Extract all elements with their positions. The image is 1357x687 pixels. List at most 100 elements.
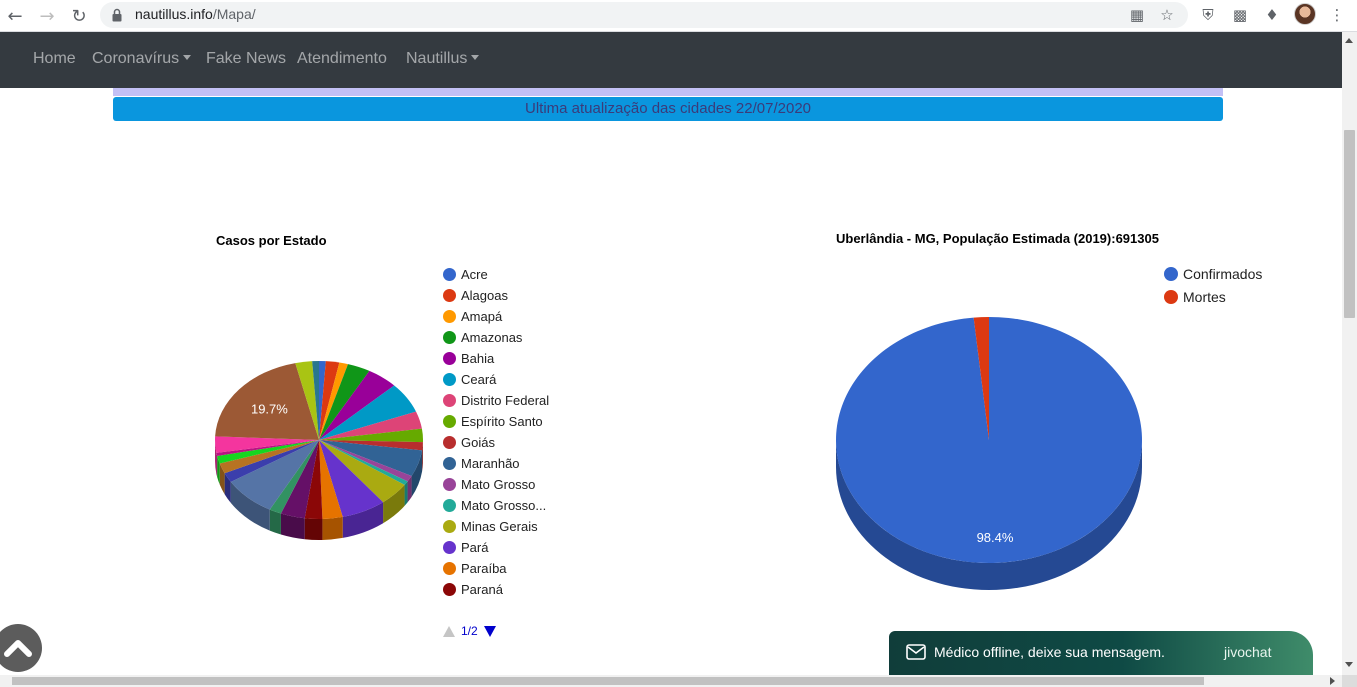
states-slice-goias[interactable] [319,440,423,451]
states-slice-acre[interactable] [319,361,326,440]
scroll-right-icon[interactable] [1330,677,1335,685]
states-slice-alagoas[interactable] [319,361,340,440]
caret-down-icon [183,55,192,60]
legend-item-amapa[interactable]: Amapá [443,307,502,325]
legend-item-mato-grosso[interactable]: Mato Grosso [443,475,535,493]
states-side-maranhao [411,450,423,498]
states-slice-amazonas[interactable] [319,364,370,440]
pager-label: 1/2 [461,624,478,638]
legend-label: Mato Grosso... [461,497,547,513]
shield-icon[interactable]: ⛨ [1202,6,1214,24]
chat-widget[interactable]: Médico offline, deixe sua mensagem. jivo… [889,631,1313,675]
scroll-up-icon[interactable] [1345,38,1353,43]
avatar[interactable] [1294,3,1316,25]
legend-item-acre[interactable]: Acre [443,265,488,283]
states-slice-roraima[interactable] [216,440,319,456]
extension-tab-icon[interactable]: ▩ [1232,6,1248,24]
address-url[interactable]: nautillus.info/Mapa/ [135,6,256,22]
states-slice-maranhao[interactable] [319,440,423,477]
legend-swatch [443,582,456,596]
states-slice-sergipe[interactable] [295,361,319,440]
back-to-top-button[interactable] [0,624,42,672]
puzzle-icon[interactable]: ♦ [1265,6,1279,24]
scroll-down-icon[interactable] [1345,662,1353,667]
city-slice-mortes[interactable] [973,317,989,440]
legend-item-confirmados[interactable]: Confirmados [1164,266,1262,282]
legend-item-amazonas[interactable]: Amazonas [443,328,522,346]
states-slice-distrito-federal[interactable] [319,411,422,440]
forward-arrow-icon[interactable]: → [39,5,55,27]
url-host: nautillus.info [135,6,213,22]
legend-swatch [443,498,456,512]
legend-swatch [443,309,456,323]
legend-item-distrito-federal[interactable]: Distrito Federal [443,391,549,409]
legend-label: Espírito Santo [461,413,543,429]
reload-icon[interactable]: ↻ [71,5,87,27]
states-slice-paraiba[interactable] [319,440,343,519]
states-slice-minas-gerais[interactable] [319,440,405,503]
legend-swatch [443,330,456,344]
states-slice-bahia[interactable] [319,370,395,440]
legend-item-paraiba[interactable]: Paraíba [443,559,507,577]
states-side-rio-grande-do-norte [224,473,231,503]
states-slice-mato-grosso[interactable] [319,440,412,482]
legend-item-ceara[interactable]: Ceará [443,370,496,388]
legend-item-bahia[interactable]: Bahia [443,349,494,367]
legend-label: Ceará [461,371,497,387]
states-slice-rondonia[interactable] [217,440,319,464]
legend-label: Pará [461,539,489,555]
legend-swatch [443,351,456,365]
states-slice-pernambuco[interactable] [280,440,319,519]
states-slice-para[interactable] [319,440,384,517]
nav-atendimento[interactable]: Atendimento [297,50,387,67]
states-slice-santa-catarina[interactable] [215,436,319,453]
legend-item-alagoas[interactable]: Alagoas [443,286,508,304]
legend-item-goias[interactable]: Goiás [443,433,495,451]
states-slice-mato-grosso-do-sul[interactable] [319,440,408,485]
states-slice-ceara[interactable] [319,385,417,440]
states-side-mato-grosso [407,476,412,503]
legend-item-parana[interactable]: Paraná [443,580,503,598]
legend-item-maranhao[interactable]: Maranhão [443,454,520,472]
address-bar[interactable]: nautillus.info/Mapa/ ▦ ☆ [100,2,1188,28]
back-arrow-icon[interactable]: ← [7,5,23,27]
states-side-piaui [269,509,281,535]
nav-home[interactable]: Home [33,50,76,67]
star-icon[interactable]: ☆ [1160,6,1174,24]
states-slice-tocantins[interactable] [312,361,319,440]
states-slice-rio-grande-do-norte[interactable] [224,440,319,482]
states-slice-amapa[interactable] [319,362,349,440]
legend-item-mortes[interactable]: Mortes [1164,289,1226,305]
states-side-goias [422,442,423,472]
states-slice-sao-paulo[interactable] [215,363,319,440]
legend-item-espirito-santo[interactable]: Espírito Santo [443,412,543,430]
nav-fake-news[interactable]: Fake News [206,50,287,67]
page-up-icon[interactable] [443,625,455,637]
states-slice-rio-grande-do-sul[interactable] [219,440,319,474]
envelope-icon [906,644,926,660]
vertical-scroll-thumb[interactable] [1344,130,1355,318]
states-side-mato-grosso-do-sul [404,481,408,506]
legend-swatch [443,267,456,281]
states-slice-piaui[interactable] [269,440,319,514]
nav-coronavirus[interactable]: Coronavírus [92,50,192,68]
horizontal-scrollbar[interactable] [0,675,1342,687]
nav-nautillus[interactable]: Nautillus [406,50,480,68]
legend-label: Amazonas [461,329,523,345]
states-side-para [342,502,384,538]
horizontal-scroll-thumb[interactable] [12,677,1204,685]
menu-dots-icon[interactable]: ⋮ [1329,6,1345,24]
legend-label: Maranhão [461,455,520,471]
legend-item-para[interactable]: Pará [443,538,488,556]
translate-icon[interactable]: ▦ [1129,6,1145,24]
states-slice-parana[interactable] [304,440,323,519]
states-slice-espirito-santo[interactable] [319,428,423,443]
legend-item-minas-gerais[interactable]: Minas Gerais [443,517,538,535]
lock-icon [112,8,122,22]
legend-item-mato-grosso[interactable]: Mato Grosso... [443,496,546,514]
chart-title-city: Uberlândia - MG, População Estimada (201… [836,231,1159,246]
chevron-up-icon [4,640,32,657]
vertical-scrollbar[interactable] [1342,32,1357,675]
states-slice-rio-de-janeiro[interactable] [230,440,319,510]
page-down-icon[interactable] [483,625,496,637]
